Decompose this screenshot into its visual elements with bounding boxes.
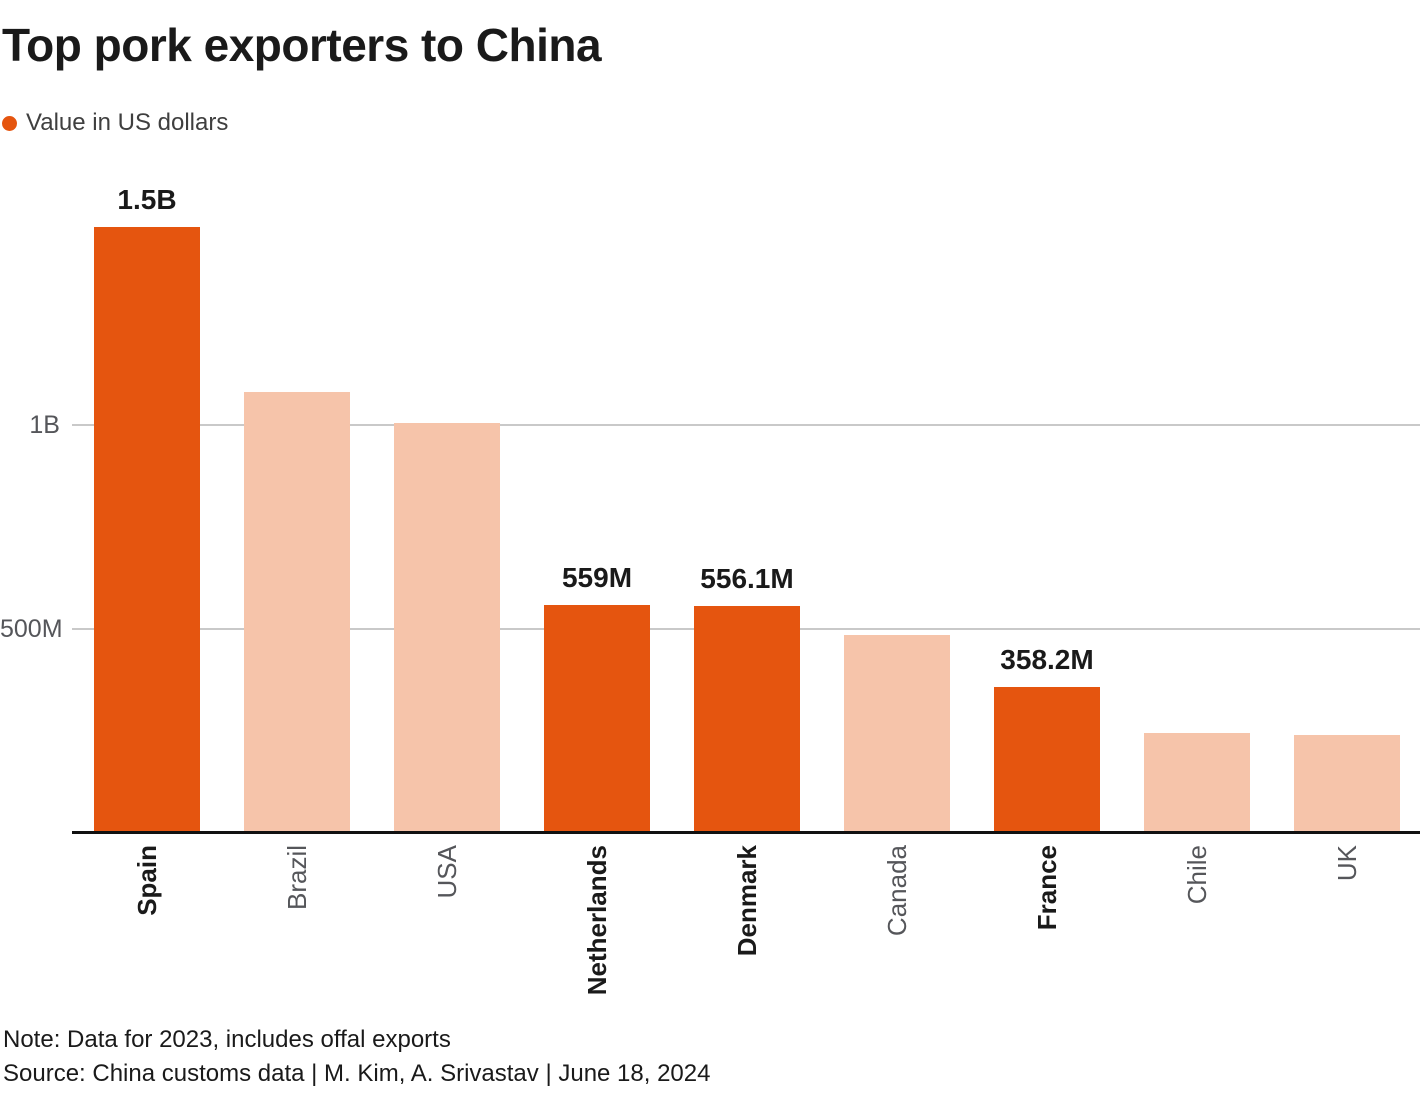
bar-canada [844, 635, 950, 833]
bar-brazil [244, 392, 350, 833]
legend-label: Value in US dollars [26, 109, 229, 136]
x-axis-label-france: France [1032, 845, 1062, 931]
x-axis-label-canada: Canada [882, 845, 912, 937]
bar-chile [1144, 733, 1250, 833]
bar-uk [1294, 735, 1400, 833]
note-text: Note: Data for 2023, includes offal expo… [3, 1026, 451, 1053]
gridline-1b [72, 424, 1420, 426]
x-axis-label-spain: Spain [132, 845, 162, 916]
value-label-netherlands: 559M [561, 562, 633, 593]
x-axis-label-usa: USA [432, 845, 462, 899]
legend: Value in US dollars [2, 109, 228, 137]
bar-usa [394, 423, 500, 833]
value-label-france: 358.2M [1000, 644, 1094, 675]
x-axis-label-brazil: Brazil [282, 845, 312, 911]
x-axis-line [72, 831, 1420, 834]
bar-france [994, 687, 1100, 833]
value-label-denmark: 556.1M [700, 563, 794, 594]
y-axis-tick-label: 1B [29, 411, 60, 439]
bar-denmark [694, 606, 800, 833]
x-axis-label-netherlands: Netherlands [582, 845, 612, 996]
x-axis-label-uk: UK [1332, 845, 1362, 882]
bar-spain [94, 227, 200, 833]
legend-dot-icon [2, 115, 17, 131]
chart-title: Top pork exporters to China [2, 19, 602, 71]
x-axis-label-chile: Chile [1182, 845, 1212, 905]
x-axis-label-denmark: Denmark [732, 845, 762, 957]
value-label-spain: 1.5B [117, 184, 177, 215]
bar-netherlands [544, 605, 650, 833]
source-text: Source: China customs data | M. Kim, A. … [3, 1060, 711, 1087]
y-axis-tick-label: 500M [0, 615, 63, 643]
